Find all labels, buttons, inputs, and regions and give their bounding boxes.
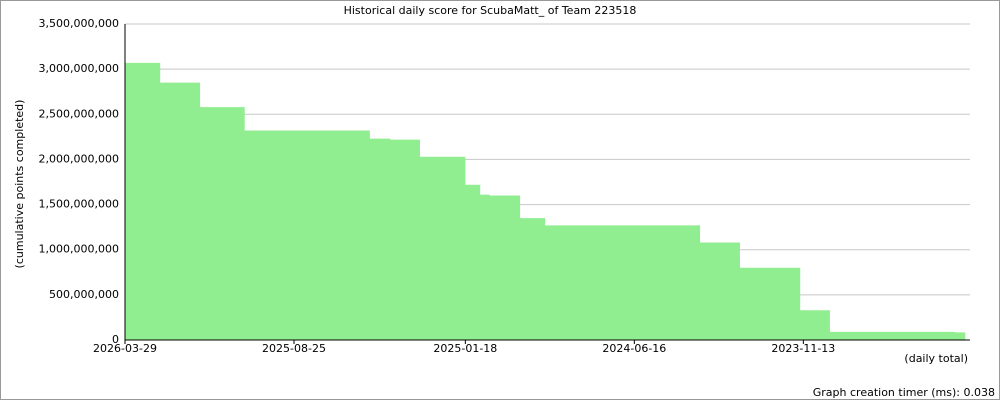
y-tick-label: 500,000,000 <box>49 288 119 301</box>
y-tick-label: 3,500,000,000 <box>39 17 119 30</box>
y-tick-label: 2,500,000,000 <box>39 107 119 120</box>
footer: Graph creation timer (ms): 0.038 <box>813 386 995 399</box>
x-tick-label: 2025-01-18 <box>433 342 497 355</box>
y-axis-label: (cumulative points completed) <box>13 100 26 269</box>
y-tick-label: 1,500,000,000 <box>39 198 119 211</box>
y-tick-label: 1,000,000,000 <box>39 243 119 256</box>
x-tick-label: 2024-06-16 <box>602 342 666 355</box>
x-tick-label: 2025-08-25 <box>262 342 326 355</box>
y-tick-label: 0 <box>112 333 119 346</box>
chart-title: Historical daily score for ScubaMatt_ of… <box>344 4 637 17</box>
x-tick-label: 2026-03-29 <box>93 342 157 355</box>
y-tick-label: 2,000,000,000 <box>39 152 119 165</box>
area <box>125 62 966 341</box>
x-tick-label: 2023-11-13 <box>771 342 835 355</box>
x-axis-label: (daily total) <box>904 352 968 365</box>
y-tick-label: 3,000,000,000 <box>39 62 119 75</box>
